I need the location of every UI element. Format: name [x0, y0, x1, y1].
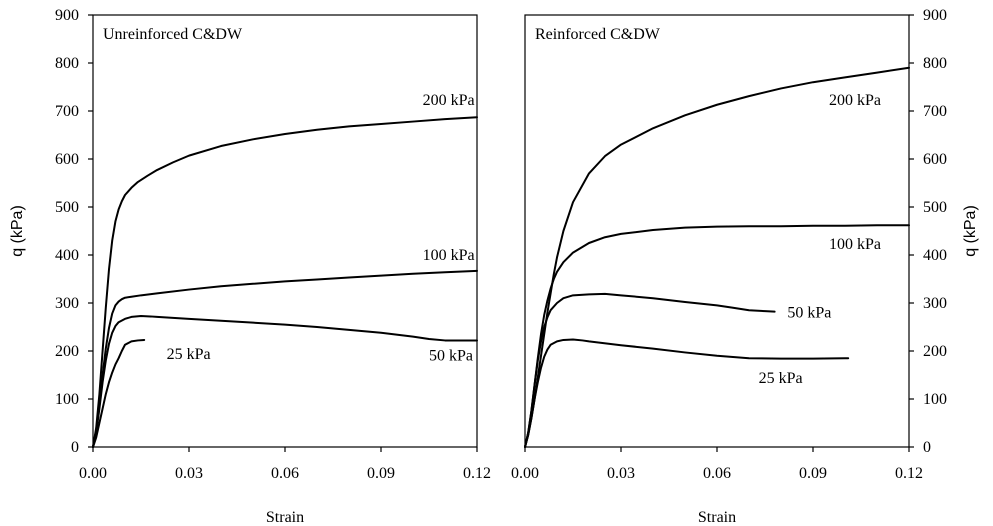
curve-label: 25 kPa: [759, 370, 803, 387]
x-tick-label: 0.06: [271, 465, 299, 482]
y-tick-label: 900: [55, 7, 79, 24]
y-axis-title: q (kPa): [962, 205, 979, 257]
curve-200-kpa: [92, 116, 478, 448]
x-axis-title: Strain: [266, 509, 304, 526]
x-axis-title: Strain: [698, 509, 736, 526]
y-tick-label: 700: [923, 103, 947, 120]
curve-50-kpa: [524, 292, 776, 448]
y-tick-label: 200: [923, 343, 947, 360]
y-tick-label: 600: [55, 151, 79, 168]
curve-200-kpa: [524, 66, 910, 448]
x-tick-label: 0.00: [511, 465, 539, 482]
plot-frame: [92, 14, 478, 448]
y-tick-label: 900: [923, 7, 947, 24]
curve-25-kpa: [92, 338, 146, 448]
y-tick-label: 800: [923, 55, 947, 72]
x-tick-label: 0.06: [703, 465, 731, 482]
curve-50-kpa: [92, 314, 478, 448]
curve-100-kpa: [92, 269, 478, 448]
y-tick-label: 500: [55, 199, 79, 216]
curve-100-kpa: [524, 224, 910, 448]
y-tick-label: 100: [923, 391, 947, 408]
y-tick-label: 400: [923, 247, 947, 264]
y-tick-label: 300: [55, 295, 79, 312]
x-tick-label: 0.09: [799, 465, 827, 482]
x-tick-label: 0.12: [895, 465, 923, 482]
panel-title: Reinforced C&DW: [535, 26, 661, 43]
curve-label: 200 kPa: [829, 92, 881, 109]
curve-label: 200 kPa: [423, 92, 475, 109]
plot-frame: [524, 14, 910, 448]
x-tick-label: 0.09: [367, 465, 395, 482]
reinforced-panel: 0.00 0.03 0.06 0.09 0.120 100 200 300 400 500 600 7…: [511, 7, 979, 526]
y-axis-title: q (kPa): [9, 205, 26, 257]
y-tick-label: 700: [55, 103, 79, 120]
curve-25-kpa: [524, 338, 850, 448]
y-tick-label: 300: [923, 295, 947, 312]
curve-label: 50 kPa: [429, 348, 473, 365]
x-tick-label: 0.03: [175, 465, 203, 482]
curve-label: 100 kPa: [829, 236, 881, 253]
panel-title: Unreinforced C&DW: [103, 26, 243, 43]
x-tick-label: 0.00: [79, 465, 107, 482]
unreinforced-panel: 0.00 0.03 0.06 0.09 0.12 0 100 200 300 400 500 600 7…: [9, 7, 491, 526]
x-tick-label: 0.12: [463, 465, 491, 482]
y-tick-label: 400: [55, 247, 79, 264]
x-tick-label: 0.03: [607, 465, 635, 482]
y-tick-label: 600: [923, 151, 947, 168]
curve-label: 100 kPa: [423, 247, 475, 264]
curve-label: 50 kPa: [787, 304, 831, 321]
y-tick-label: 0: [923, 439, 931, 456]
y-tick-label: 800: [55, 55, 79, 72]
y-tick-label: 100: [55, 391, 79, 408]
curve-label: 25 kPa: [167, 346, 211, 363]
y-tick-label: 500: [923, 199, 947, 216]
y-tick-label: 200: [55, 343, 79, 360]
y-tick-label: 0: [71, 439, 79, 456]
